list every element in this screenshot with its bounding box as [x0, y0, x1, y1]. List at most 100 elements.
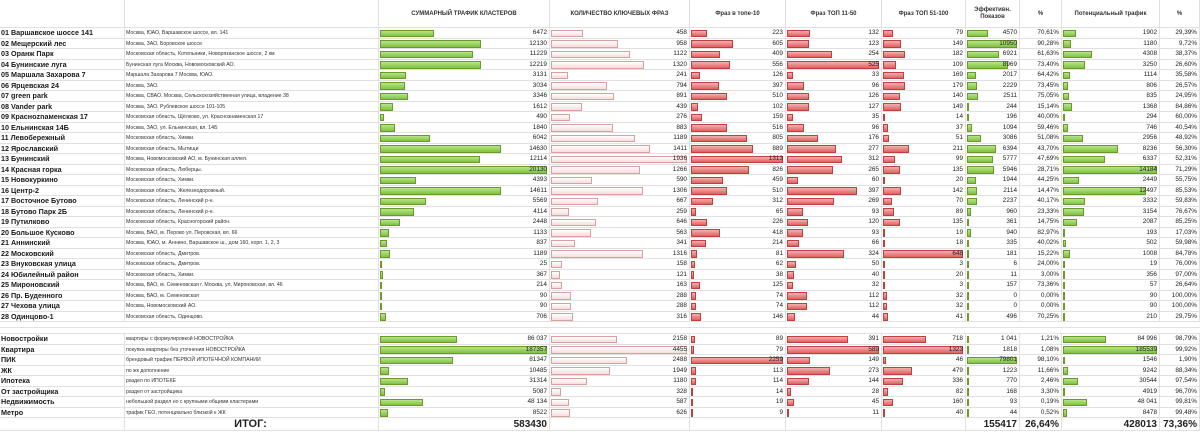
cell-top51: 89 — [882, 206, 966, 217]
row-address: Московская область, Химки. — [125, 175, 379, 186]
bar-top11 — [787, 335, 849, 343]
bar-top51 — [883, 292, 887, 300]
cell-eff: 3086 — [966, 133, 1020, 144]
cell-top10: 74 — [690, 301, 786, 312]
value-phrases: 883 — [676, 123, 687, 131]
bar-pot — [1063, 218, 1077, 226]
value-eff: 1818 — [1002, 345, 1017, 353]
value-top11: 589 — [868, 345, 879, 353]
cell-traffic: 3131 — [379, 70, 550, 81]
cell-top10: 510 — [690, 185, 786, 196]
value-pot: 84 996 — [1137, 335, 1157, 342]
bar-eff — [967, 103, 969, 111]
value-top51: 135 — [952, 218, 963, 225]
bar-pot — [1063, 250, 1070, 258]
cell-pot: 90 — [1062, 290, 1160, 301]
table-row: 08 Vander park Москва, ЗАО. Рублевское шо… — [0, 101, 1200, 112]
bar-traffic — [380, 124, 396, 132]
bar-top51 — [883, 187, 901, 195]
bar-top51 — [883, 367, 912, 375]
cell-pct: 28,71% — [1020, 164, 1062, 175]
cell-top51: 82 — [882, 386, 966, 397]
cell-pot: 48 041 — [1062, 397, 1160, 408]
cell-top11: 93 — [786, 206, 882, 217]
cell-traffic: 12114 — [379, 154, 550, 165]
table-row: 20 Большое Кусково Москва, ВАО, м. Перово… — [0, 227, 1200, 238]
spacer-row — [0, 328, 1200, 334]
cell-pct2: 84,86% — [1160, 101, 1200, 112]
cell-phrases: 1936 — [550, 154, 690, 165]
total-eff: 155417 — [966, 418, 1020, 431]
value-eff: 1223 — [1002, 366, 1017, 374]
value-eff: 93 — [1009, 398, 1017, 405]
bar-top11 — [787, 356, 811, 364]
bar-top10 — [691, 92, 727, 100]
cell-eff: 361 — [966, 217, 1020, 228]
bar-top11 — [787, 239, 799, 247]
cell-pct: 14,75% — [1020, 217, 1062, 228]
value-eff: 940 — [1006, 228, 1017, 236]
bar-top11 — [787, 40, 809, 48]
cell-top11: 112 — [786, 301, 882, 312]
bar-eff — [967, 82, 978, 90]
cell-eff: 5946 — [966, 164, 1020, 175]
value-top11: 127 — [868, 102, 879, 110]
cell-top10: 114 — [690, 376, 786, 387]
value-top51: 20 — [955, 176, 963, 183]
bar-eff — [967, 367, 969, 375]
bar-top51 — [883, 335, 927, 343]
header-top10: Фраз в топе-10 — [690, 0, 786, 28]
row-name: Квартира — [0, 344, 125, 355]
bar-phrases — [551, 208, 570, 216]
row-name: 11 Левобережный — [0, 133, 125, 144]
bar-eff — [967, 134, 982, 142]
cell-traffic: 187357 — [379, 344, 550, 355]
value-eff: 168 — [1006, 387, 1017, 395]
cell-top51: 99 — [882, 154, 966, 165]
value-top11: 312 — [868, 155, 879, 162]
value-top11: 66 — [871, 239, 879, 246]
value-phrases: 328 — [676, 387, 687, 395]
bar-top51 — [883, 92, 901, 100]
cell-phrases: 439 — [550, 101, 690, 112]
value-traffic: 1133 — [533, 228, 547, 236]
value-traffic: 3131 — [532, 71, 547, 78]
value-top11: 28 — [871, 387, 879, 395]
table-row: 11 Левобережный Московская область, Химки… — [0, 133, 1200, 144]
bar-eff — [967, 335, 969, 343]
bar-top10 — [691, 356, 783, 364]
bar-traffic — [380, 176, 417, 184]
bar-top10 — [691, 409, 693, 417]
total-pot: 428013 — [1062, 418, 1160, 431]
bar-top10 — [691, 313, 702, 321]
value-eff: 44 — [1009, 408, 1017, 416]
bar-pot — [1063, 335, 1107, 343]
cell-traffic: 86 037 — [379, 334, 550, 345]
cell-pot: 835 — [1062, 91, 1160, 102]
cell-phrases: 883 — [550, 122, 690, 133]
cell-pot: 2087 — [1062, 217, 1160, 228]
value-top11: 96 — [871, 81, 879, 89]
cell-top10: 81 — [690, 248, 786, 259]
bar-phrases — [551, 166, 640, 174]
cell-pot: 14184 — [1062, 164, 1160, 175]
value-top51: 99 — [955, 155, 963, 162]
row-name: 15 Новокуркино — [0, 175, 125, 186]
value-pot: 1114 — [1143, 71, 1157, 78]
bar-traffic — [380, 377, 408, 385]
value-phrases: 121 — [676, 270, 687, 278]
cell-pot: 502 — [1062, 238, 1160, 249]
cell-eff: 6921 — [966, 49, 1020, 60]
cell-pot: 210 — [1062, 311, 1160, 322]
cell-top11: 123 — [786, 38, 882, 49]
cell-top10: 605 — [690, 38, 786, 49]
cell-phrases: 458 — [550, 28, 690, 39]
bar-eff — [967, 292, 969, 300]
cell-top10: 826 — [690, 164, 786, 175]
bar-pot — [1063, 40, 1071, 48]
cell-top51: 648 — [882, 248, 966, 259]
value-phrases: 158 — [676, 260, 687, 267]
row-address: по жк дополнение — [125, 365, 379, 376]
value-eff: 335 — [1006, 239, 1017, 246]
cell-pct2: 97,54% — [1160, 376, 1200, 387]
